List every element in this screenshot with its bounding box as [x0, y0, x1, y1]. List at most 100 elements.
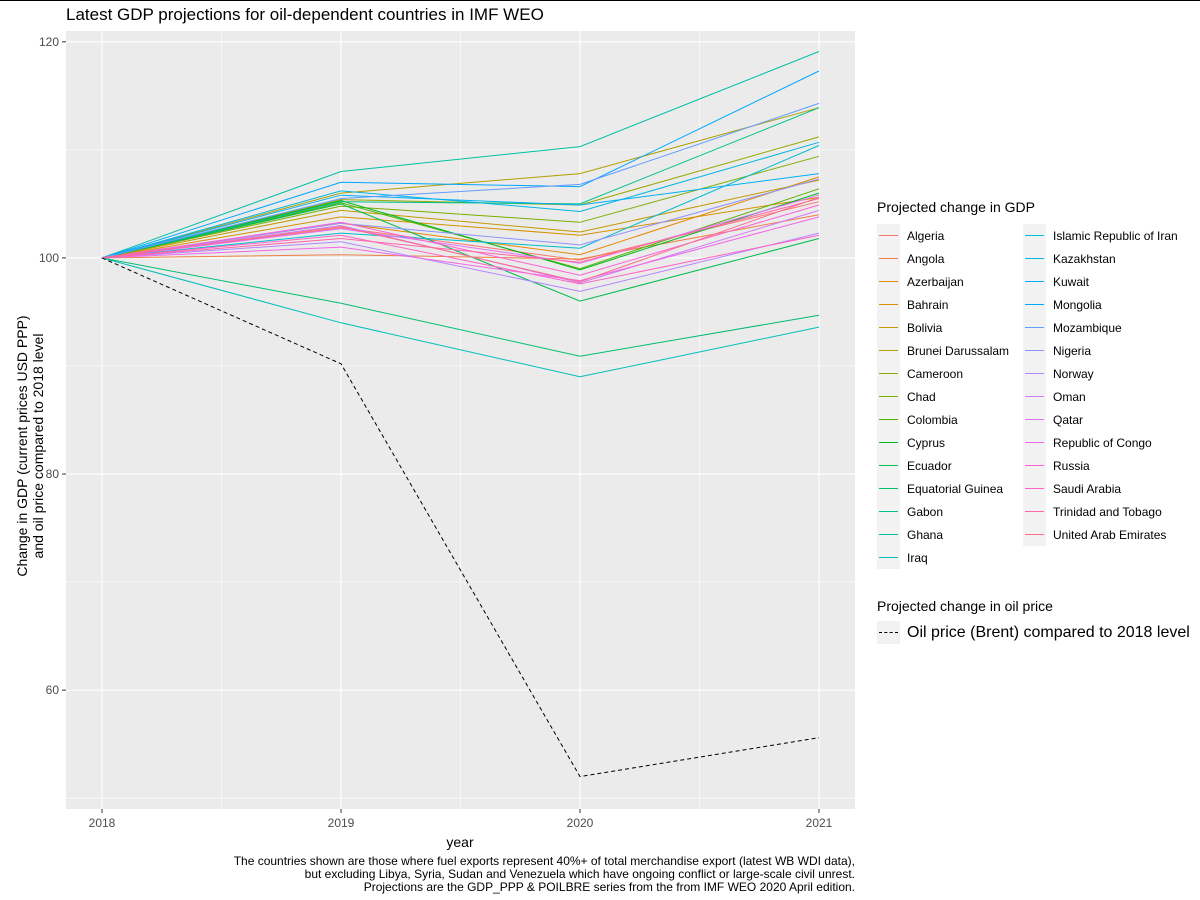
legend-label: Islamic Republic of Iran: [1053, 228, 1178, 243]
legend-key: [1023, 477, 1046, 500]
series-line-trinidad-and-tobago: [101, 198, 820, 263]
x-tick-label: 2021: [806, 816, 833, 830]
legend-label: Equatorial Guinea: [907, 481, 1004, 496]
x-tick-label: 2019: [328, 816, 355, 830]
series-line-bolivia: [101, 179, 820, 259]
legend-item-united-arab-emirates: United Arab Emirates: [1023, 523, 1166, 546]
legend-key: [877, 546, 900, 569]
legend-key: [877, 362, 900, 385]
legend-key: [1023, 408, 1046, 431]
legend-key: [1023, 247, 1046, 270]
legend-key: [877, 270, 900, 293]
top-border-line: [0, 0, 1200, 1]
legend-label: Cameroon: [907, 366, 964, 381]
legend-item-chad: Chad: [877, 385, 936, 408]
legend-key: [877, 293, 900, 316]
x-axis-label: year: [446, 834, 474, 850]
legend-key: [877, 477, 900, 500]
legend-item-kazakhstan: Kazakhstan: [1023, 247, 1116, 270]
series-line-oil-price: [101, 257, 820, 778]
legend-key: [1023, 339, 1046, 362]
legend-item-islamic-republic-of-iran: Islamic Republic of Iran: [1023, 224, 1178, 247]
series-line-republic-of-congo: [101, 216, 820, 282]
legend-label: Republic of Congo: [1053, 435, 1152, 450]
axis-ticks: 60 80 100 120 2018 2019 2020 2021: [39, 35, 833, 830]
legend-key: [1023, 224, 1046, 247]
gridlines: [66, 31, 855, 809]
legend-item-gabon: Gabon: [877, 500, 943, 523]
series-lines: [101, 51, 820, 778]
legend-key: [877, 385, 900, 408]
legend-key: [877, 500, 900, 523]
y-axis-label-line-2: and oil price compared to 2018 level: [30, 333, 46, 559]
legend-item-kuwait: Kuwait: [1023, 270, 1089, 293]
y-axis-label: Change in GDP (current prices USD PPP) a…: [14, 236, 46, 656]
series-line-kuwait: [101, 173, 820, 259]
legend-item-trinidad-and-tobago: Trinidad and Tobago: [1023, 500, 1162, 523]
legend-label: Azerbaijan: [907, 274, 964, 289]
legend-key: [1023, 316, 1046, 339]
legend-item-iraq: Iraq: [877, 546, 928, 569]
legend-item-mozambique: Mozambique: [1023, 316, 1122, 339]
legend-label: Russia: [1053, 458, 1090, 473]
legend-label: Iraq: [907, 550, 928, 565]
series-line-ghana: [101, 51, 820, 259]
series-line-gabon: [101, 107, 820, 259]
legend-item-norway: Norway: [1023, 362, 1094, 385]
legend-label: Ecuador: [907, 458, 952, 473]
legend-oil-title: Projected change in oil price: [877, 598, 1053, 614]
legend-gdp-title: Projected change in GDP: [877, 199, 1035, 215]
series-line-iraq: [101, 257, 820, 378]
legend-item-mongolia: Mongolia: [1023, 293, 1102, 316]
legend-item-saudi-arabia: Saudi Arabia: [1023, 477, 1121, 500]
legend-key: [877, 408, 900, 431]
series-line-bahrain: [101, 196, 820, 259]
legend-item-republic-of-congo: Republic of Congo: [1023, 431, 1152, 454]
legend-key: [877, 247, 900, 270]
legend-item-colombia: Colombia: [877, 408, 958, 431]
caption-line-1: The countries shown are those where fuel…: [233, 854, 855, 868]
series-line-mongolia: [101, 70, 820, 259]
legend-key: [1023, 523, 1046, 546]
series-line-cyprus: [101, 192, 820, 271]
legend-label: Mozambique: [1053, 320, 1122, 335]
series-line-norway: [101, 232, 820, 292]
legend-label: Saudi Arabia: [1053, 481, 1122, 496]
legend-label: Kazakhstan: [1053, 251, 1116, 266]
legend-label: Ghana: [907, 527, 944, 542]
legend-item-azerbaijan: Azerbaijan: [877, 270, 964, 293]
series-line-brunei-darussalam: [101, 107, 820, 259]
legend-label: Qatar: [1053, 412, 1084, 427]
caption: The countries shown are those where fuel…: [100, 855, 855, 894]
series-line-islamic-republic-of-iran: [101, 145, 820, 259]
legend-key: [1023, 270, 1046, 293]
chart-title: Latest GDP projections for oil-dependent…: [66, 5, 544, 24]
legend-key: [877, 454, 900, 477]
legend-label: Trinidad and Tobago: [1053, 504, 1162, 519]
legend-item-algeria: Algeria: [877, 224, 944, 247]
legend-key: [877, 224, 900, 247]
series-line-equatorial-guinea: [101, 257, 820, 357]
legend-item-brunei-darussalam: Brunei Darussalam: [877, 339, 1009, 362]
legend-label: Kuwait: [1053, 274, 1090, 289]
legend-item-equatorial-guinea: Equatorial Guinea: [877, 477, 1003, 500]
legend-item-ecuador: Ecuador: [877, 454, 952, 477]
legend-item-bahrain: Bahrain: [877, 293, 948, 316]
legend-label: Bolivia: [907, 320, 943, 335]
legend-key: [1023, 454, 1046, 477]
legend-label: Chad: [907, 389, 936, 404]
series-line-saudi-arabia: [101, 234, 820, 285]
legend-label: Bahrain: [907, 297, 949, 312]
legend-item-bolivia: Bolivia: [877, 316, 942, 339]
legend-key: [1023, 385, 1046, 408]
y-tick-label: 60: [46, 683, 60, 697]
legend-label: Colombia: [907, 412, 958, 427]
legend-label: Gabon: [907, 504, 944, 519]
legend-key: [1023, 362, 1046, 385]
legend-item-cameroon: Cameroon: [877, 362, 963, 385]
y-tick-label: 80: [46, 467, 60, 481]
series-line-mozambique: [101, 102, 820, 259]
legend-item-angola: Angola: [877, 247, 944, 270]
y-axis-label-line-1: Change in GDP (current prices USD PPP): [14, 315, 30, 577]
